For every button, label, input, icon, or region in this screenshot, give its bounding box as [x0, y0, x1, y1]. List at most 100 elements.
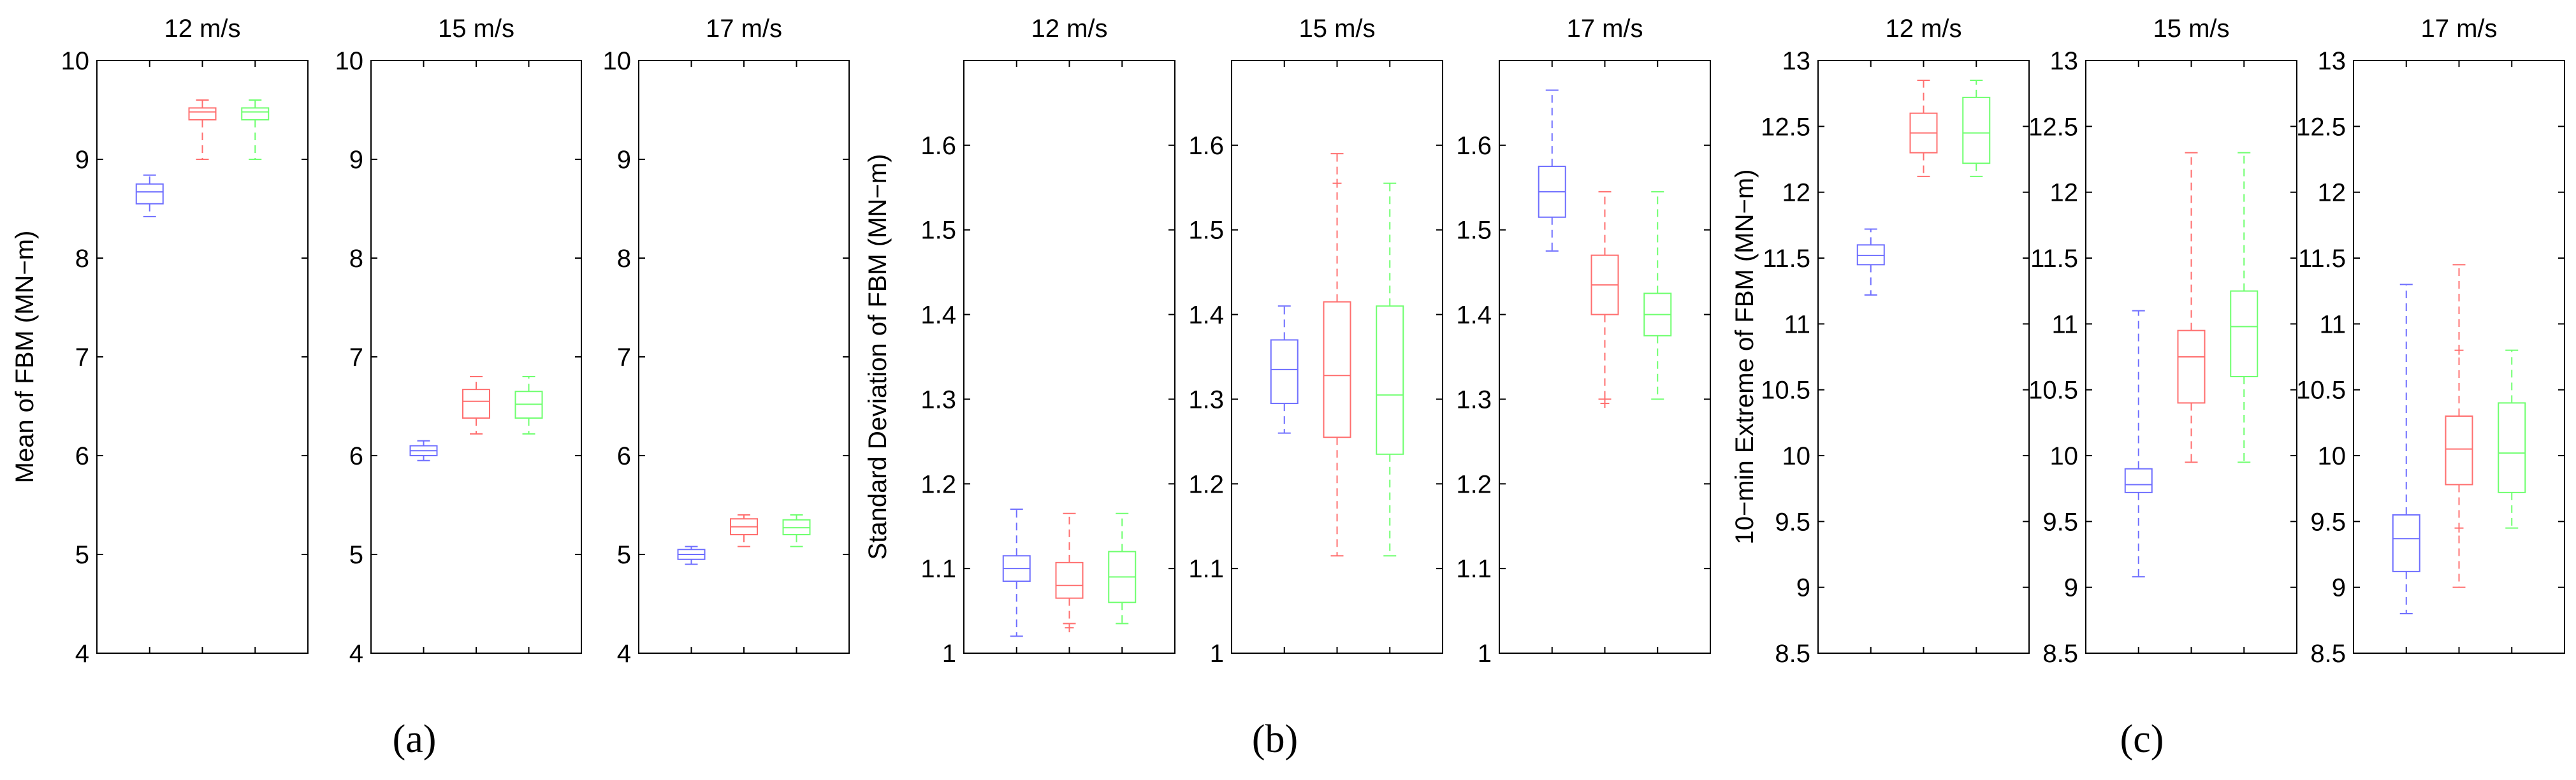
- box-red: [462, 376, 490, 435]
- axes-frame: [638, 60, 850, 654]
- iqr-box: [2177, 329, 2206, 404]
- y-tick-label: 7: [349, 343, 363, 372]
- y-tick-label: 1: [1478, 640, 1492, 668]
- box-red: [730, 514, 758, 547]
- y-tick-label: 10: [1782, 442, 1811, 470]
- y-tick-label: 13: [1782, 47, 1811, 75]
- y-tick-label: 1.2: [1456, 470, 1492, 498]
- y-tick-label: 12.5: [1761, 113, 1810, 141]
- y-tick-label: 1.6: [1456, 132, 1492, 160]
- y-axis-label: 10−min Extreme of FBM (MN−m): [1731, 169, 1759, 544]
- y-tick-label: 10: [2318, 442, 2347, 470]
- y-tick-label: 10: [603, 47, 632, 75]
- y-tick-label: 6: [75, 442, 89, 470]
- y-tick-label: 5: [617, 541, 631, 569]
- y-tick-label: 8: [617, 245, 631, 273]
- y-tick-label: 8: [349, 245, 363, 273]
- y-tick-label: 10.5: [1761, 377, 1810, 405]
- y-tick-label: 1: [942, 640, 956, 668]
- box-blue: [1270, 305, 1299, 434]
- y-tick-label: 1.6: [921, 132, 956, 160]
- iqr-box: [241, 107, 270, 120]
- y-tick-label: 8.5: [2310, 640, 2346, 668]
- y-tick-label: 11: [1784, 310, 1810, 338]
- y-tick-label: 13: [2318, 47, 2347, 75]
- iqr-box: [188, 107, 217, 120]
- y-tick-label: 12.5: [2296, 113, 2346, 141]
- box-blue: [2124, 310, 2153, 578]
- box-blue: [1538, 89, 1566, 252]
- panel-a-2: 15 m/s 4 5 6 7 8 9 10: [335, 15, 582, 668]
- y-tick-label: 4: [349, 640, 363, 668]
- panel-c-3: 17 m/s 8.5 9 9.5 10 10.5 11 11.5 12 12.5 13: [2296, 15, 2565, 668]
- y-tick-label: 9: [2332, 574, 2346, 602]
- y-tick-label: 9.5: [2042, 508, 2078, 536]
- y-tick-label: 10: [61, 47, 90, 75]
- panel-c-2: 15 m/s 8.5 9 9.5 10 10.5 11 11.5 12 12.5 13: [2028, 15, 2297, 668]
- box-green: [1643, 191, 1672, 400]
- y-tick-label: 11: [2051, 310, 2078, 338]
- y-tick-label: 1.2: [921, 470, 956, 498]
- y-tick-label: 7: [75, 343, 89, 372]
- iqr-box: [1962, 96, 1991, 164]
- box-green: [241, 99, 270, 160]
- box-blue: [1002, 509, 1031, 637]
- iqr-box: [2392, 514, 2420, 572]
- box-blue: [677, 545, 706, 565]
- box-green: [2230, 152, 2259, 463]
- iqr-box: [1055, 561, 1084, 599]
- y-tick-label: 1.5: [1188, 217, 1224, 245]
- y-axis-label: Standard Deviation of FBM (MN−m): [864, 154, 892, 560]
- y-tick-label: 9: [349, 146, 363, 174]
- y-tick-label: 1.5: [1456, 217, 1492, 245]
- panel-title: 15 m/s: [1299, 15, 1375, 43]
- iqr-box: [462, 389, 490, 419]
- y-tick-label: 1.1: [1188, 555, 1224, 583]
- y-tick-label: 9: [617, 146, 631, 174]
- y-tick-label: 12: [2318, 179, 2347, 207]
- caption-c: (c): [2120, 718, 2164, 761]
- axes-frame: [1817, 60, 2030, 654]
- box-blue: [2392, 284, 2420, 614]
- panel-title: 17 m/s: [1566, 15, 1643, 43]
- axes-frame: [963, 60, 1175, 654]
- y-tick-label: 10.5: [2028, 377, 2078, 405]
- y-tick-label: 8.5: [1775, 640, 1810, 668]
- panel-a-3: 17 m/s 4 5 6 7 8 9 10: [603, 15, 850, 668]
- iqr-box: [1376, 305, 1404, 455]
- box-blue: [409, 440, 438, 461]
- box-green: [1962, 80, 1991, 177]
- iqr-box: [2445, 415, 2473, 486]
- iqr-box: [1270, 339, 1299, 405]
- y-tick-label: 10: [2050, 442, 2079, 470]
- y-tick-label: 8.5: [2042, 640, 2078, 668]
- y-tick-label: 1.4: [1456, 301, 1492, 329]
- y-tick-label: 6: [617, 442, 631, 470]
- box-red: [2445, 264, 2473, 588]
- y-tick-label: 1.3: [1188, 386, 1224, 414]
- panel-b-3: 17 m/s 1 1.1 1.2 1.3 1.4 1.5 1.6: [1456, 15, 1711, 668]
- panel-title: 17 m/s: [706, 15, 782, 43]
- y-tick-label: 13: [2050, 47, 2079, 75]
- box-green: [782, 514, 811, 547]
- box-green: [1108, 512, 1137, 625]
- axes-frame: [370, 60, 582, 654]
- y-tick-label: 11: [2319, 310, 2346, 338]
- panel-title: 15 m/s: [438, 15, 514, 43]
- y-tick-label: 9: [75, 146, 89, 174]
- box-green: [1376, 182, 1404, 557]
- y-tick-label: 7: [617, 343, 631, 372]
- panel-b-1: 12 m/s 1 1.1 1.2 1.3 1.4 1.5 1.6 Standard Deviat…: [864, 15, 1175, 668]
- y-tick-label: 10: [335, 47, 364, 75]
- y-tick-label: 1.6: [1188, 132, 1224, 160]
- iqr-box: [2230, 290, 2259, 377]
- iqr-box: [1856, 244, 1885, 266]
- y-tick-label: 1.4: [1188, 301, 1224, 329]
- box-red: [1909, 80, 1938, 177]
- y-tick-label: 1.3: [1456, 386, 1492, 414]
- iqr-box: [2498, 402, 2526, 493]
- y-tick-label: 10.5: [2296, 377, 2346, 405]
- iqr-box: [1323, 301, 1351, 438]
- y-tick-label: 8: [75, 245, 89, 273]
- box-green: [2498, 349, 2526, 529]
